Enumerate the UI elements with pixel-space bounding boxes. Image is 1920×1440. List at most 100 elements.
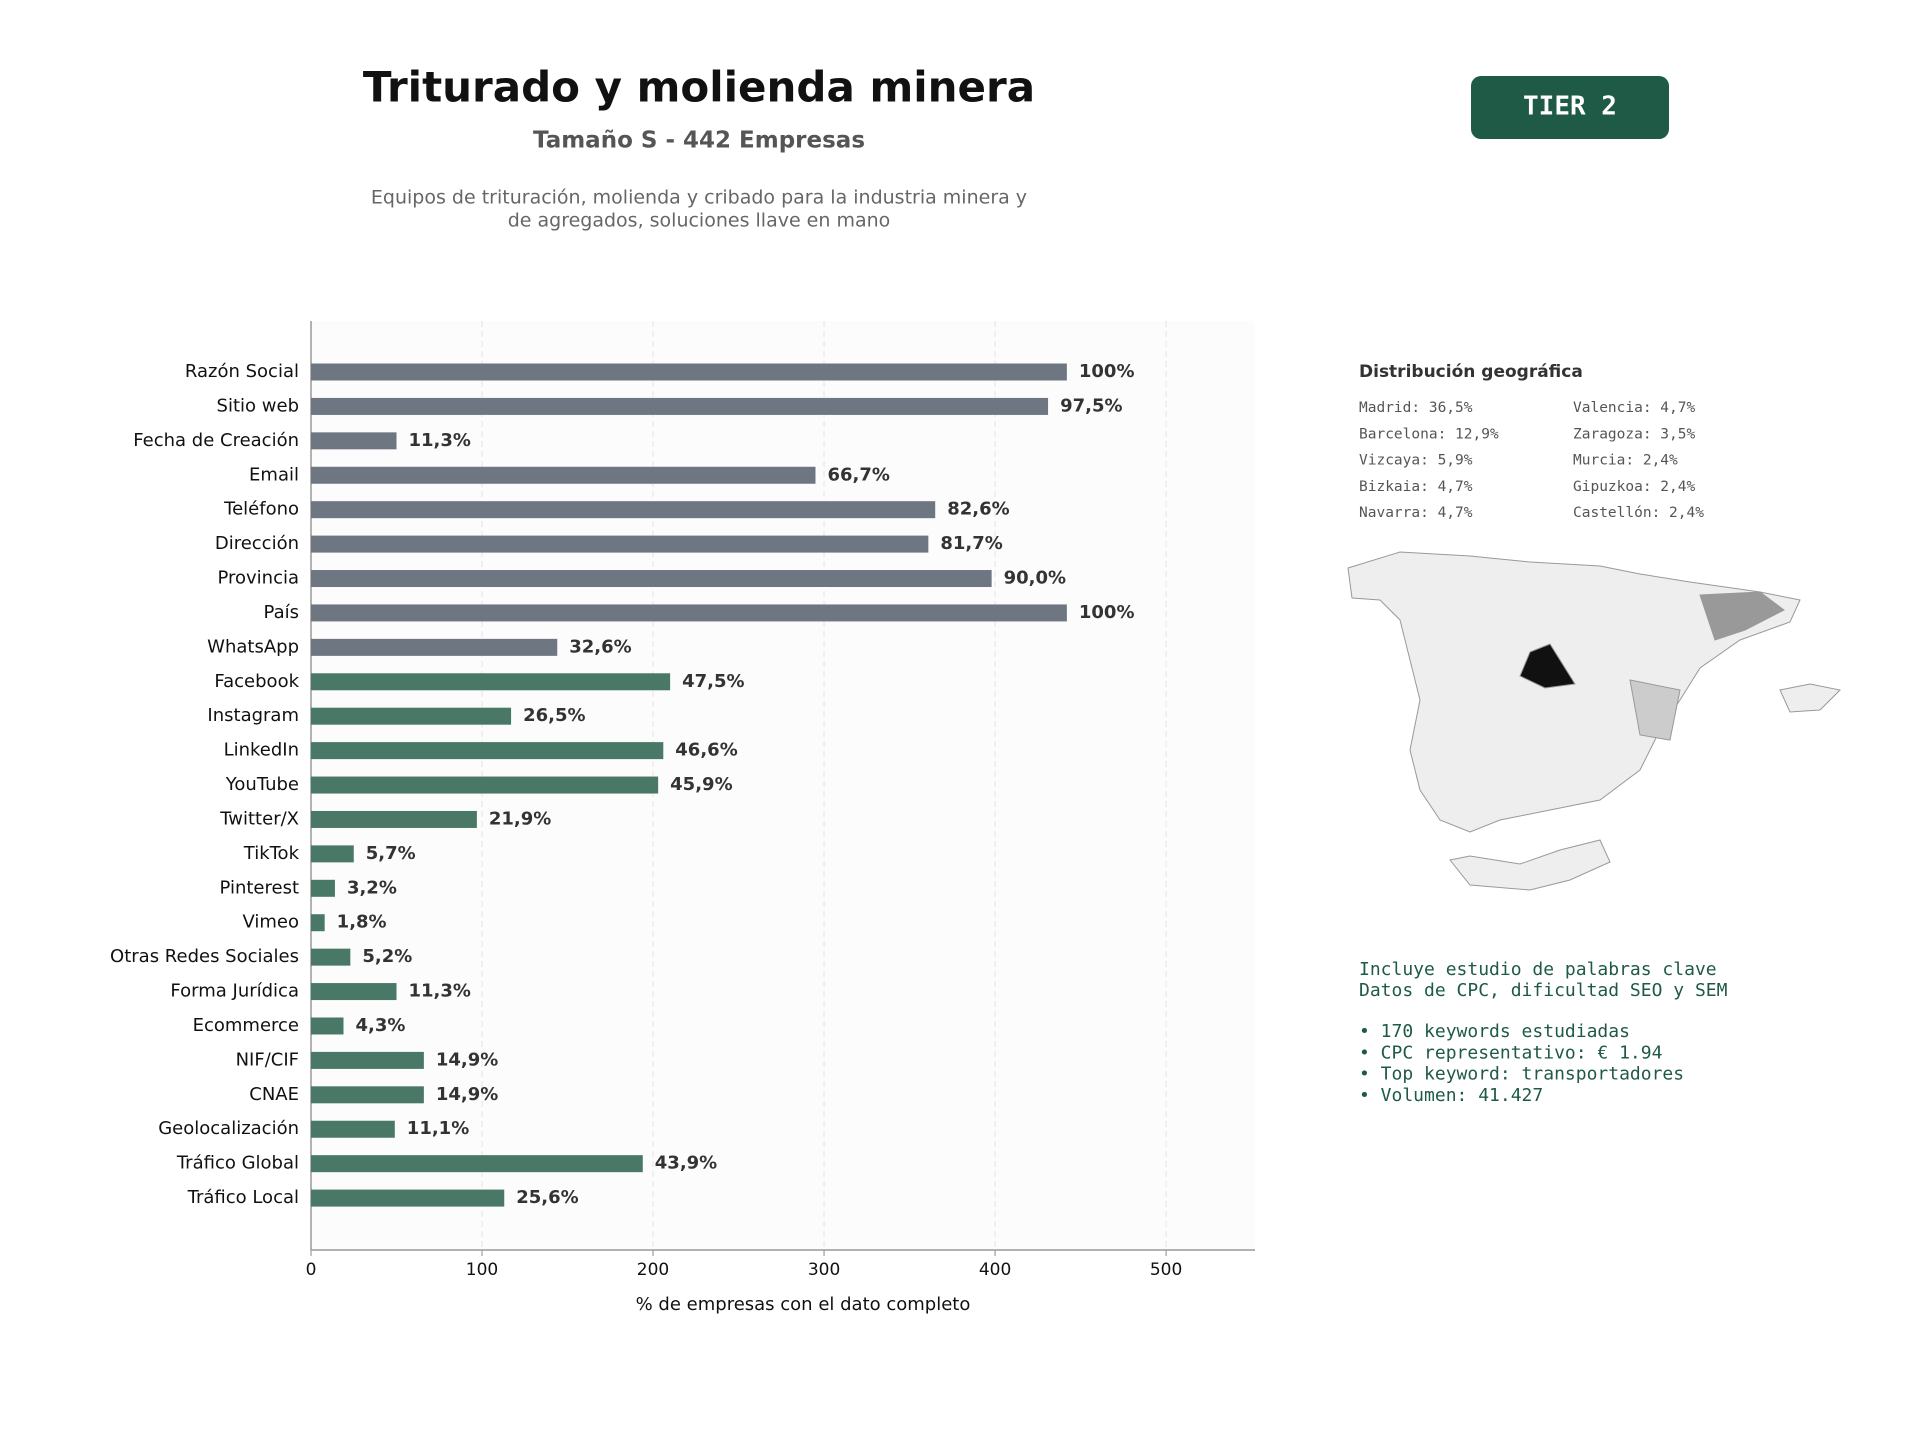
bar <box>311 810 477 828</box>
bar <box>311 638 558 656</box>
value-label: 4,3% <box>355 1015 405 1036</box>
x-tick-label: 500 <box>1150 1260 1182 1280</box>
bar <box>311 535 929 553</box>
geo-entry: Navarra: 4,7% <box>1359 505 1473 521</box>
value-label: 14,9% <box>436 1049 498 1070</box>
bar <box>311 604 1067 622</box>
geo-entry: Murcia: 2,4% <box>1573 453 1678 469</box>
value-label: 81,7% <box>940 533 1002 554</box>
y-tick-label: Pinterest <box>219 877 299 898</box>
y-tick-label: NIF/CIF <box>236 1049 299 1070</box>
geo-entry: Gipuzkoa: 2,4% <box>1573 479 1695 495</box>
y-tick-label: Instagram <box>207 705 299 726</box>
bar <box>311 397 1049 415</box>
y-tick-label: LinkedIn <box>224 740 299 761</box>
value-label: 21,9% <box>489 808 551 829</box>
canarias <box>1449 839 1611 891</box>
y-tick-label: YouTube <box>225 774 299 795</box>
bar <box>311 776 659 794</box>
geo-entry: Castellón: 2,4% <box>1573 505 1704 521</box>
bar <box>311 845 354 863</box>
x-tick-label: 100 <box>466 1260 498 1280</box>
y-tick-label: Vimeo <box>242 912 299 933</box>
value-label: 97,5% <box>1060 395 1122 416</box>
value-label: 66,7% <box>827 464 889 485</box>
geo-entry: Valencia: 4,7% <box>1573 400 1695 416</box>
value-label: 1,8% <box>337 912 387 933</box>
y-tick-label: Geolocalización <box>158 1118 299 1139</box>
bar <box>311 1051 424 1069</box>
y-tick-label: Forma Jurídica <box>170 981 299 1002</box>
map <box>1347 551 1842 891</box>
bar <box>311 466 816 484</box>
description: Equipos de trituración, molienda y criba… <box>371 187 1027 209</box>
value-label: 3,2% <box>347 877 397 898</box>
info-line: Incluye estudio de palabras clave <box>1359 959 1717 980</box>
value-label: 32,6% <box>569 636 631 657</box>
info-bullet: • 170 keywords estudiadas <box>1359 1021 1630 1042</box>
value-label: 82,6% <box>947 499 1009 520</box>
geo-entry: Barcelona: 12,9% <box>1359 426 1499 442</box>
x-tick-label: 400 <box>979 1260 1011 1280</box>
value-label: 43,9% <box>655 1153 717 1174</box>
bar <box>311 914 325 932</box>
bar <box>311 948 351 966</box>
value-label: 47,5% <box>682 671 744 692</box>
y-tick-label: Tráfico Global <box>176 1153 299 1174</box>
y-tick-label: Email <box>249 464 299 485</box>
title: Triturado y molienda minera <box>363 63 1035 112</box>
bar <box>311 707 512 725</box>
bar <box>311 983 397 1001</box>
x-tick-label: 0 <box>306 1260 317 1280</box>
bar <box>311 432 397 450</box>
value-label: 5,7% <box>366 843 416 864</box>
value-label: 11,3% <box>409 430 471 451</box>
geo-title: Distribución geográfica <box>1359 362 1583 382</box>
bar <box>311 1120 395 1138</box>
value-label: 25,6% <box>516 1187 578 1208</box>
bar <box>311 363 1067 381</box>
value-label: 11,3% <box>409 981 471 1002</box>
description: de agregados, soluciones llave en mano <box>508 210 891 232</box>
value-label: 26,5% <box>523 705 585 726</box>
bar <box>311 1086 424 1104</box>
spain <box>1347 551 1801 833</box>
badge <box>1471 76 1669 139</box>
y-tick-label: Twitter/X <box>219 808 299 829</box>
geo-entry: Vizcaya: 5,9% <box>1359 453 1473 469</box>
y-tick-label: Facebook <box>214 671 299 692</box>
y-tick-label: CNAE <box>249 1084 299 1105</box>
catalonia <box>1699 591 1785 641</box>
x-tick-label: 300 <box>808 1260 840 1280</box>
value-label: 46,6% <box>675 740 737 761</box>
value-label: 100% <box>1079 602 1135 623</box>
y-tick-label: WhatsApp <box>207 636 299 657</box>
y-tick-label: País <box>264 602 299 623</box>
bar <box>311 501 936 519</box>
madrid <box>1519 643 1576 689</box>
x-axis-label: % de empresas con el dato completo <box>636 1294 971 1315</box>
value-label: 14,9% <box>436 1084 498 1105</box>
bar <box>311 570 992 588</box>
valencia <box>1629 679 1681 741</box>
bar <box>311 1189 505 1207</box>
x-tick-label: 200 <box>637 1260 669 1280</box>
badge-text: TIER 2 <box>1523 92 1617 122</box>
info-bullet: • Volumen: 41.427 <box>1359 1085 1543 1106</box>
bar <box>311 673 671 691</box>
geo-entry: Zaragoza: 3,5% <box>1573 426 1695 442</box>
y-tick-label: Sitio web <box>217 395 299 416</box>
geo-entry: Madrid: 36,5% <box>1359 400 1473 416</box>
info-line: Datos de CPC, dificultad SEO y SEM <box>1359 980 1728 1001</box>
y-tick-label: Razón Social <box>185 361 299 382</box>
y-tick-label: Tráfico Local <box>187 1187 299 1208</box>
y-tick-label: Ecommerce <box>193 1015 299 1036</box>
y-tick-label: Provincia <box>217 568 299 589</box>
info-bullet: • Top keyword: transportadores <box>1359 1064 1684 1085</box>
y-tick-label: Teléfono <box>223 499 299 520</box>
value-label: 45,9% <box>670 774 732 795</box>
y-tick-label: Dirección <box>215 533 299 554</box>
value-label: 90,0% <box>1004 568 1066 589</box>
value-label: 100% <box>1079 361 1135 382</box>
